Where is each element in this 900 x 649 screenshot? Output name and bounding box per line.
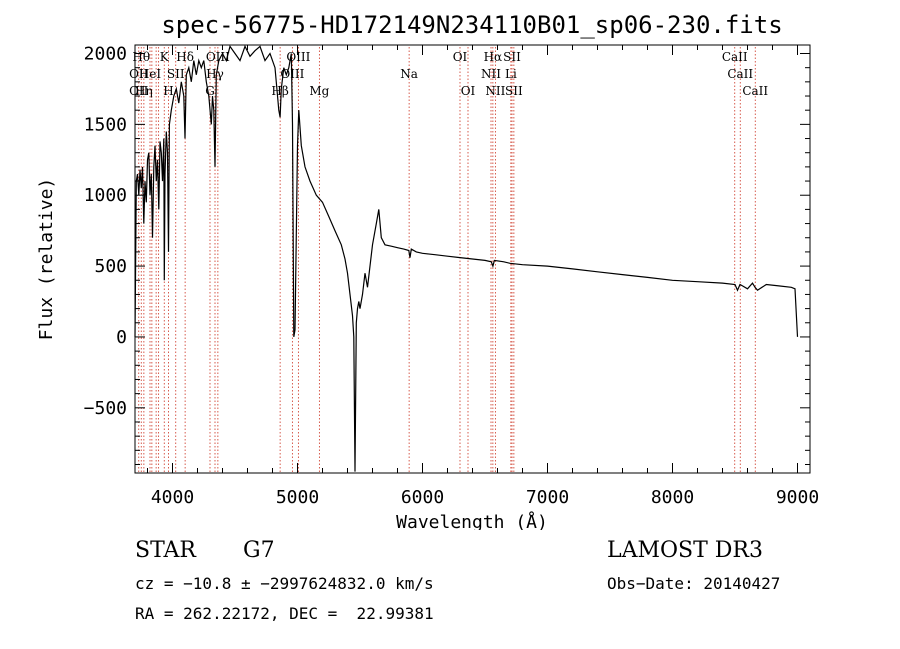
line-label-1: K (160, 50, 170, 64)
object-subclass: G7 (243, 538, 275, 563)
line-label-4: OIII (286, 50, 310, 64)
object-class: STAR (135, 538, 196, 563)
line-label-7: SII (503, 50, 521, 64)
x-tick-label: 9000 (776, 487, 819, 508)
y-axis: −500 0 500 1000 1500 2000 (84, 44, 810, 465)
line-label-16: Li (505, 67, 517, 81)
y-tick-label: 0 (116, 327, 127, 348)
line-label-5: OI (453, 50, 468, 64)
x-tick-label: 6000 (401, 487, 444, 508)
line-label-22: Hβ (271, 84, 288, 98)
x-tick-label: 7000 (526, 487, 569, 508)
y-tick-label: 1500 (84, 114, 127, 135)
redshift-readout: cz = −10.8 ± −2997624832.0 km/s (135, 574, 434, 593)
y-tick-label: 500 (94, 256, 127, 277)
line-label-18: OII (129, 84, 149, 98)
line-label-14: Na (400, 67, 418, 81)
line-label-26: SII (505, 84, 523, 98)
x-axis: 4000 5000 6000 7000 8000 9000 (147, 45, 819, 508)
obs-date: Obs−Date: 20140427 (607, 574, 781, 593)
line-label-17: CaII (727, 67, 753, 81)
line-label-3: OIII (206, 50, 230, 64)
line-label-15: NII (481, 67, 501, 81)
y-tick-label: 2000 (84, 44, 127, 65)
y-axis-label: Flux (relative) (36, 178, 57, 341)
spectrum-chart: spec-56775-HD172149N234110B01_sp06-230.f… (36, 11, 819, 530)
x-tick-label: 4000 (151, 487, 194, 508)
line-label-27: CaII (742, 84, 768, 98)
line-label-20: H (163, 84, 173, 98)
line-label-12: Hγ (206, 67, 224, 81)
line-label-25: NII (485, 84, 505, 98)
line-label-9: OII (129, 67, 149, 81)
coordinates: RA = 262.22172, DEC = 22.99381 (135, 604, 434, 623)
y-tick-label: −500 (84, 398, 127, 419)
y-tick-label: 1000 (84, 185, 127, 206)
x-axis-label: Wavelength (Å) (396, 511, 548, 530)
line-label-8: CaII (722, 50, 748, 64)
line-markers (138, 47, 756, 472)
line-label-6: Hα (484, 50, 503, 64)
x-tick-label: 5000 (276, 487, 319, 508)
line-label-24: OI (461, 84, 476, 98)
line-label-10: HeI (139, 67, 162, 81)
spectrum-line (134, 44, 799, 472)
x-tick-label: 8000 (651, 487, 694, 508)
line-label-2: Hδ (176, 50, 194, 64)
line-label-23: Mg (309, 84, 329, 98)
line-label-21: G (205, 84, 215, 98)
survey-name: LAMOST DR3 (607, 538, 763, 563)
line-label-13: OIII (280, 67, 304, 81)
line-label-11: SII (167, 67, 185, 81)
line-label-19: Hη (135, 84, 153, 98)
chart-title: spec-56775-HD172149N234110B01_sp06-230.f… (161, 11, 782, 39)
